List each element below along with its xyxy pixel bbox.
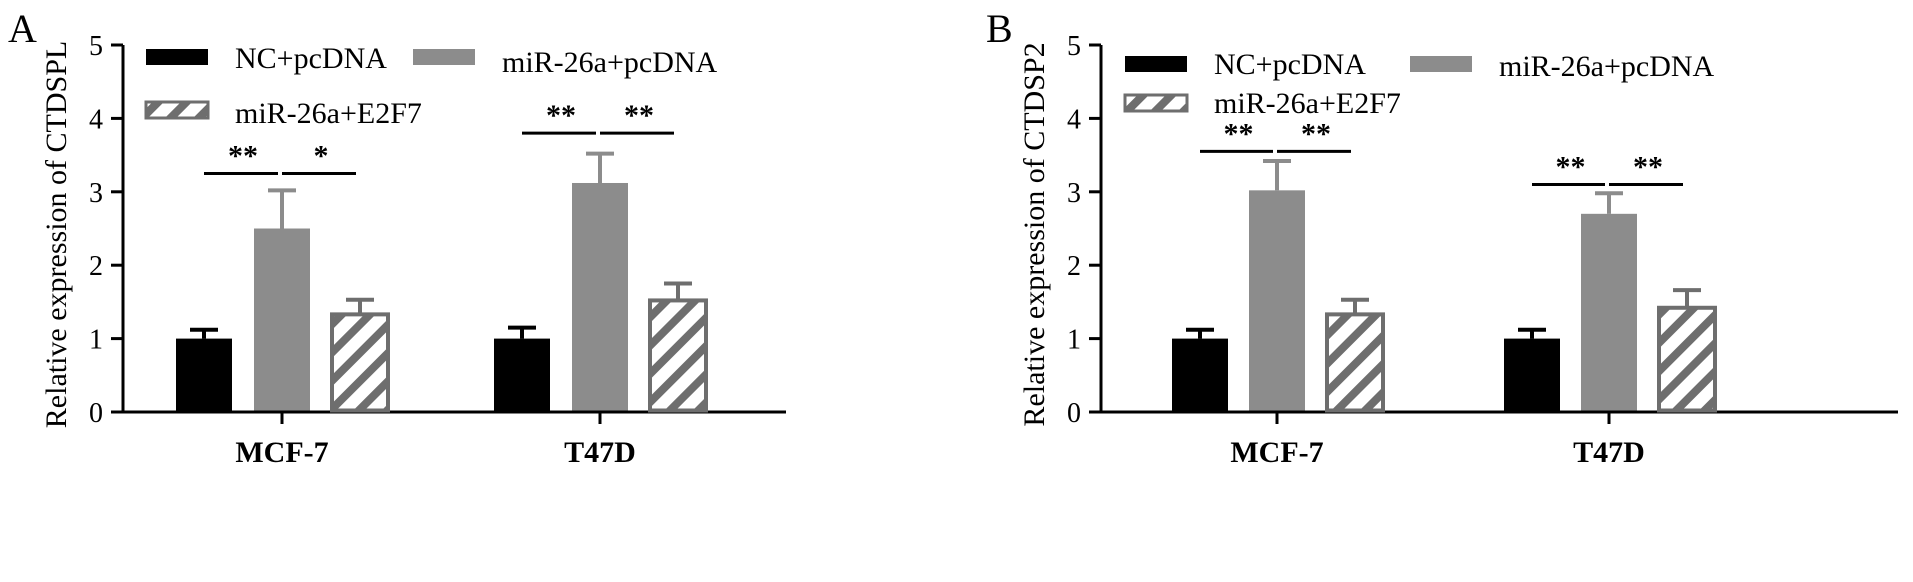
legend-label: miR-26a+pcDNA	[1499, 50, 1715, 83]
x-category-label: T47D	[564, 436, 636, 469]
significance-label: **	[1556, 150, 1586, 183]
y-tick-label: 2	[1067, 251, 1081, 282]
y-tick-label: 5	[89, 31, 103, 62]
panel-label: A	[8, 6, 37, 51]
y-axis-title: Relative expression of CTDSPL	[40, 41, 73, 428]
significance-label: **	[624, 99, 654, 132]
legend-swatch	[1123, 93, 1189, 113]
significance-label: **	[1224, 117, 1254, 150]
bar-solid-black	[176, 338, 232, 411]
significance-label: **	[1301, 117, 1331, 150]
legend-swatch	[413, 49, 475, 65]
y-tick-label: 4	[1067, 104, 1081, 135]
legend-label: miR-26a+E2F7	[235, 97, 422, 130]
bar-solid-gray	[254, 228, 310, 411]
legend-swatch	[144, 100, 210, 120]
bar-solid-gray	[1581, 213, 1637, 411]
y-tick-label: 1	[89, 325, 103, 356]
y-axis-title: Relative expression of CTDSP2	[1018, 42, 1051, 426]
bar-solid-black	[494, 338, 550, 411]
significance-label: **	[1633, 150, 1663, 183]
legend-swatch	[146, 49, 208, 65]
bar-solid-black	[1504, 338, 1560, 411]
chart-panel-b: B Relative expression of CTDSP2 0 1 2 3 4 5 MCF-…	[978, 0, 1913, 582]
y-tick-label: 4	[89, 104, 103, 135]
y-tick-label: 5	[1067, 31, 1081, 62]
legend-label: NC+pcDNA	[235, 42, 387, 75]
y-tick-label: 3	[1067, 178, 1081, 209]
bar-solid-gray	[1249, 190, 1305, 411]
significance-label: *	[314, 139, 329, 172]
chart-panel-a: A Relative expression of CTDSPL 0 1 2 3 4 5 MCF-…	[0, 0, 956, 582]
y-tick-label: 3	[89, 178, 103, 209]
bar-solid-gray	[572, 182, 628, 411]
legend-label: miR-26a+E2F7	[1214, 87, 1401, 120]
significance-label: **	[546, 99, 576, 132]
bar-solid-black	[1172, 338, 1228, 411]
significance-label: **	[228, 139, 258, 172]
x-category-label: MCF-7	[1230, 436, 1323, 469]
y-tick-label: 0	[1067, 398, 1081, 429]
bar-hatched	[1657, 305, 1717, 413]
legend-label: miR-26a+pcDNA	[502, 46, 718, 79]
bar-hatched	[330, 312, 390, 413]
bar-hatched	[648, 298, 708, 413]
y-tick-label: 2	[89, 251, 103, 282]
legend-swatch	[1410, 56, 1472, 72]
x-category-label: T47D	[1573, 436, 1645, 469]
bar-hatched	[1325, 312, 1385, 413]
panel-label: B	[986, 6, 1013, 51]
y-tick-label: 1	[1067, 325, 1081, 356]
x-category-label: MCF-7	[235, 436, 328, 469]
y-tick-label: 0	[89, 398, 103, 429]
legend-swatch	[1125, 56, 1187, 72]
legend-label: NC+pcDNA	[1214, 48, 1366, 81]
